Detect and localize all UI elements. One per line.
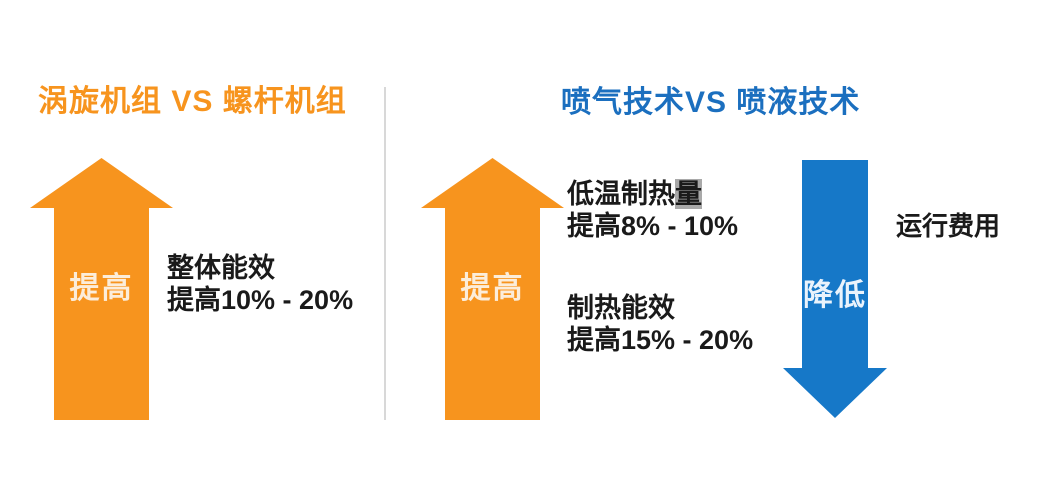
left-section-title: 涡旋机组 VS 螺杆机组 (38, 85, 347, 118)
left-metric-value: 提高10% - 20% (167, 285, 354, 316)
left-metric: 整体能效 提高10% - 20% (167, 252, 353, 317)
right-metric-2-value: 提高15% - 20% (567, 325, 754, 356)
right-section-title: 喷气技术VS 喷液技术 (561, 86, 861, 119)
left-metric-name: 整体能效 (167, 253, 275, 283)
right-metric-1-name-highlighted-char: 量 (675, 179, 702, 209)
right-metric-2-name: 制热能效 (567, 293, 675, 323)
right-metric-1-name: 低温制热量 (567, 178, 738, 210)
right-up-arrow-icon: 提高 (421, 158, 564, 420)
left-up-arrow-icon: 提高 (30, 158, 173, 420)
right-metric-2: 制热能效 提高15% - 20% (567, 292, 753, 357)
right-metric-1-value: 提高8% - 10% (567, 211, 739, 242)
right-metric-1-name-text: 低温制热 (567, 179, 675, 209)
down-arrow-label: 降低 (803, 279, 867, 312)
right-up-arrow-label: 提高 (460, 272, 525, 305)
left-up-arrow-label: 提高 (69, 272, 134, 305)
section-divider (384, 87, 386, 420)
down-arrow-icon: 降低 (783, 160, 887, 418)
right-metric-1: 低温制热量 提高8% - 10% (567, 178, 738, 243)
operating-cost-label: 运行费用 (896, 211, 1001, 241)
